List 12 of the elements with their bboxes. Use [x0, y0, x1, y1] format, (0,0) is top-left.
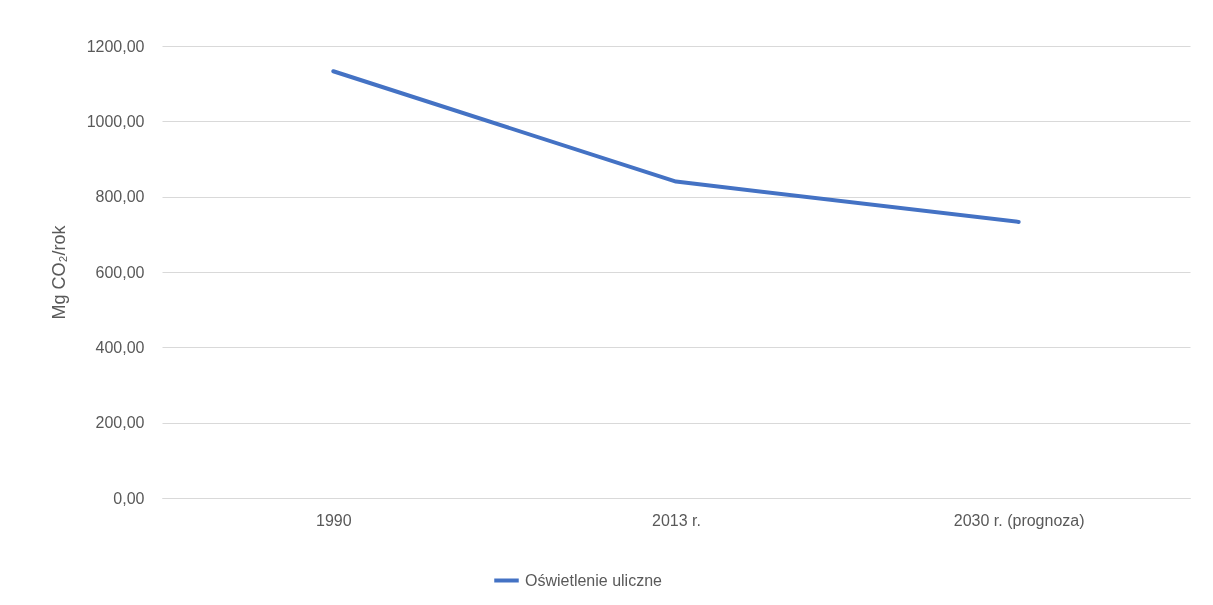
y-tick-label: 1200,00	[86, 37, 145, 55]
x-tick-label: 2013 r.	[652, 511, 701, 529]
x-tick-label: 2030 r. (prognoza)	[953, 511, 1085, 529]
y-tick-label: 1000,00	[86, 112, 145, 130]
y-tick-label: 200,00	[95, 414, 145, 432]
y-tick-label: 800,00	[95, 188, 145, 206]
legend-label: Oświetlenie uliczne	[525, 571, 663, 589]
y-tick-label: 0,00	[113, 489, 145, 507]
x-tick-label: 1990	[316, 511, 352, 529]
y-tick-label: 600,00	[95, 263, 145, 281]
y-tick-label: 400,00	[95, 338, 145, 356]
y-axis-title: Mg CO₂/rok	[48, 224, 69, 320]
